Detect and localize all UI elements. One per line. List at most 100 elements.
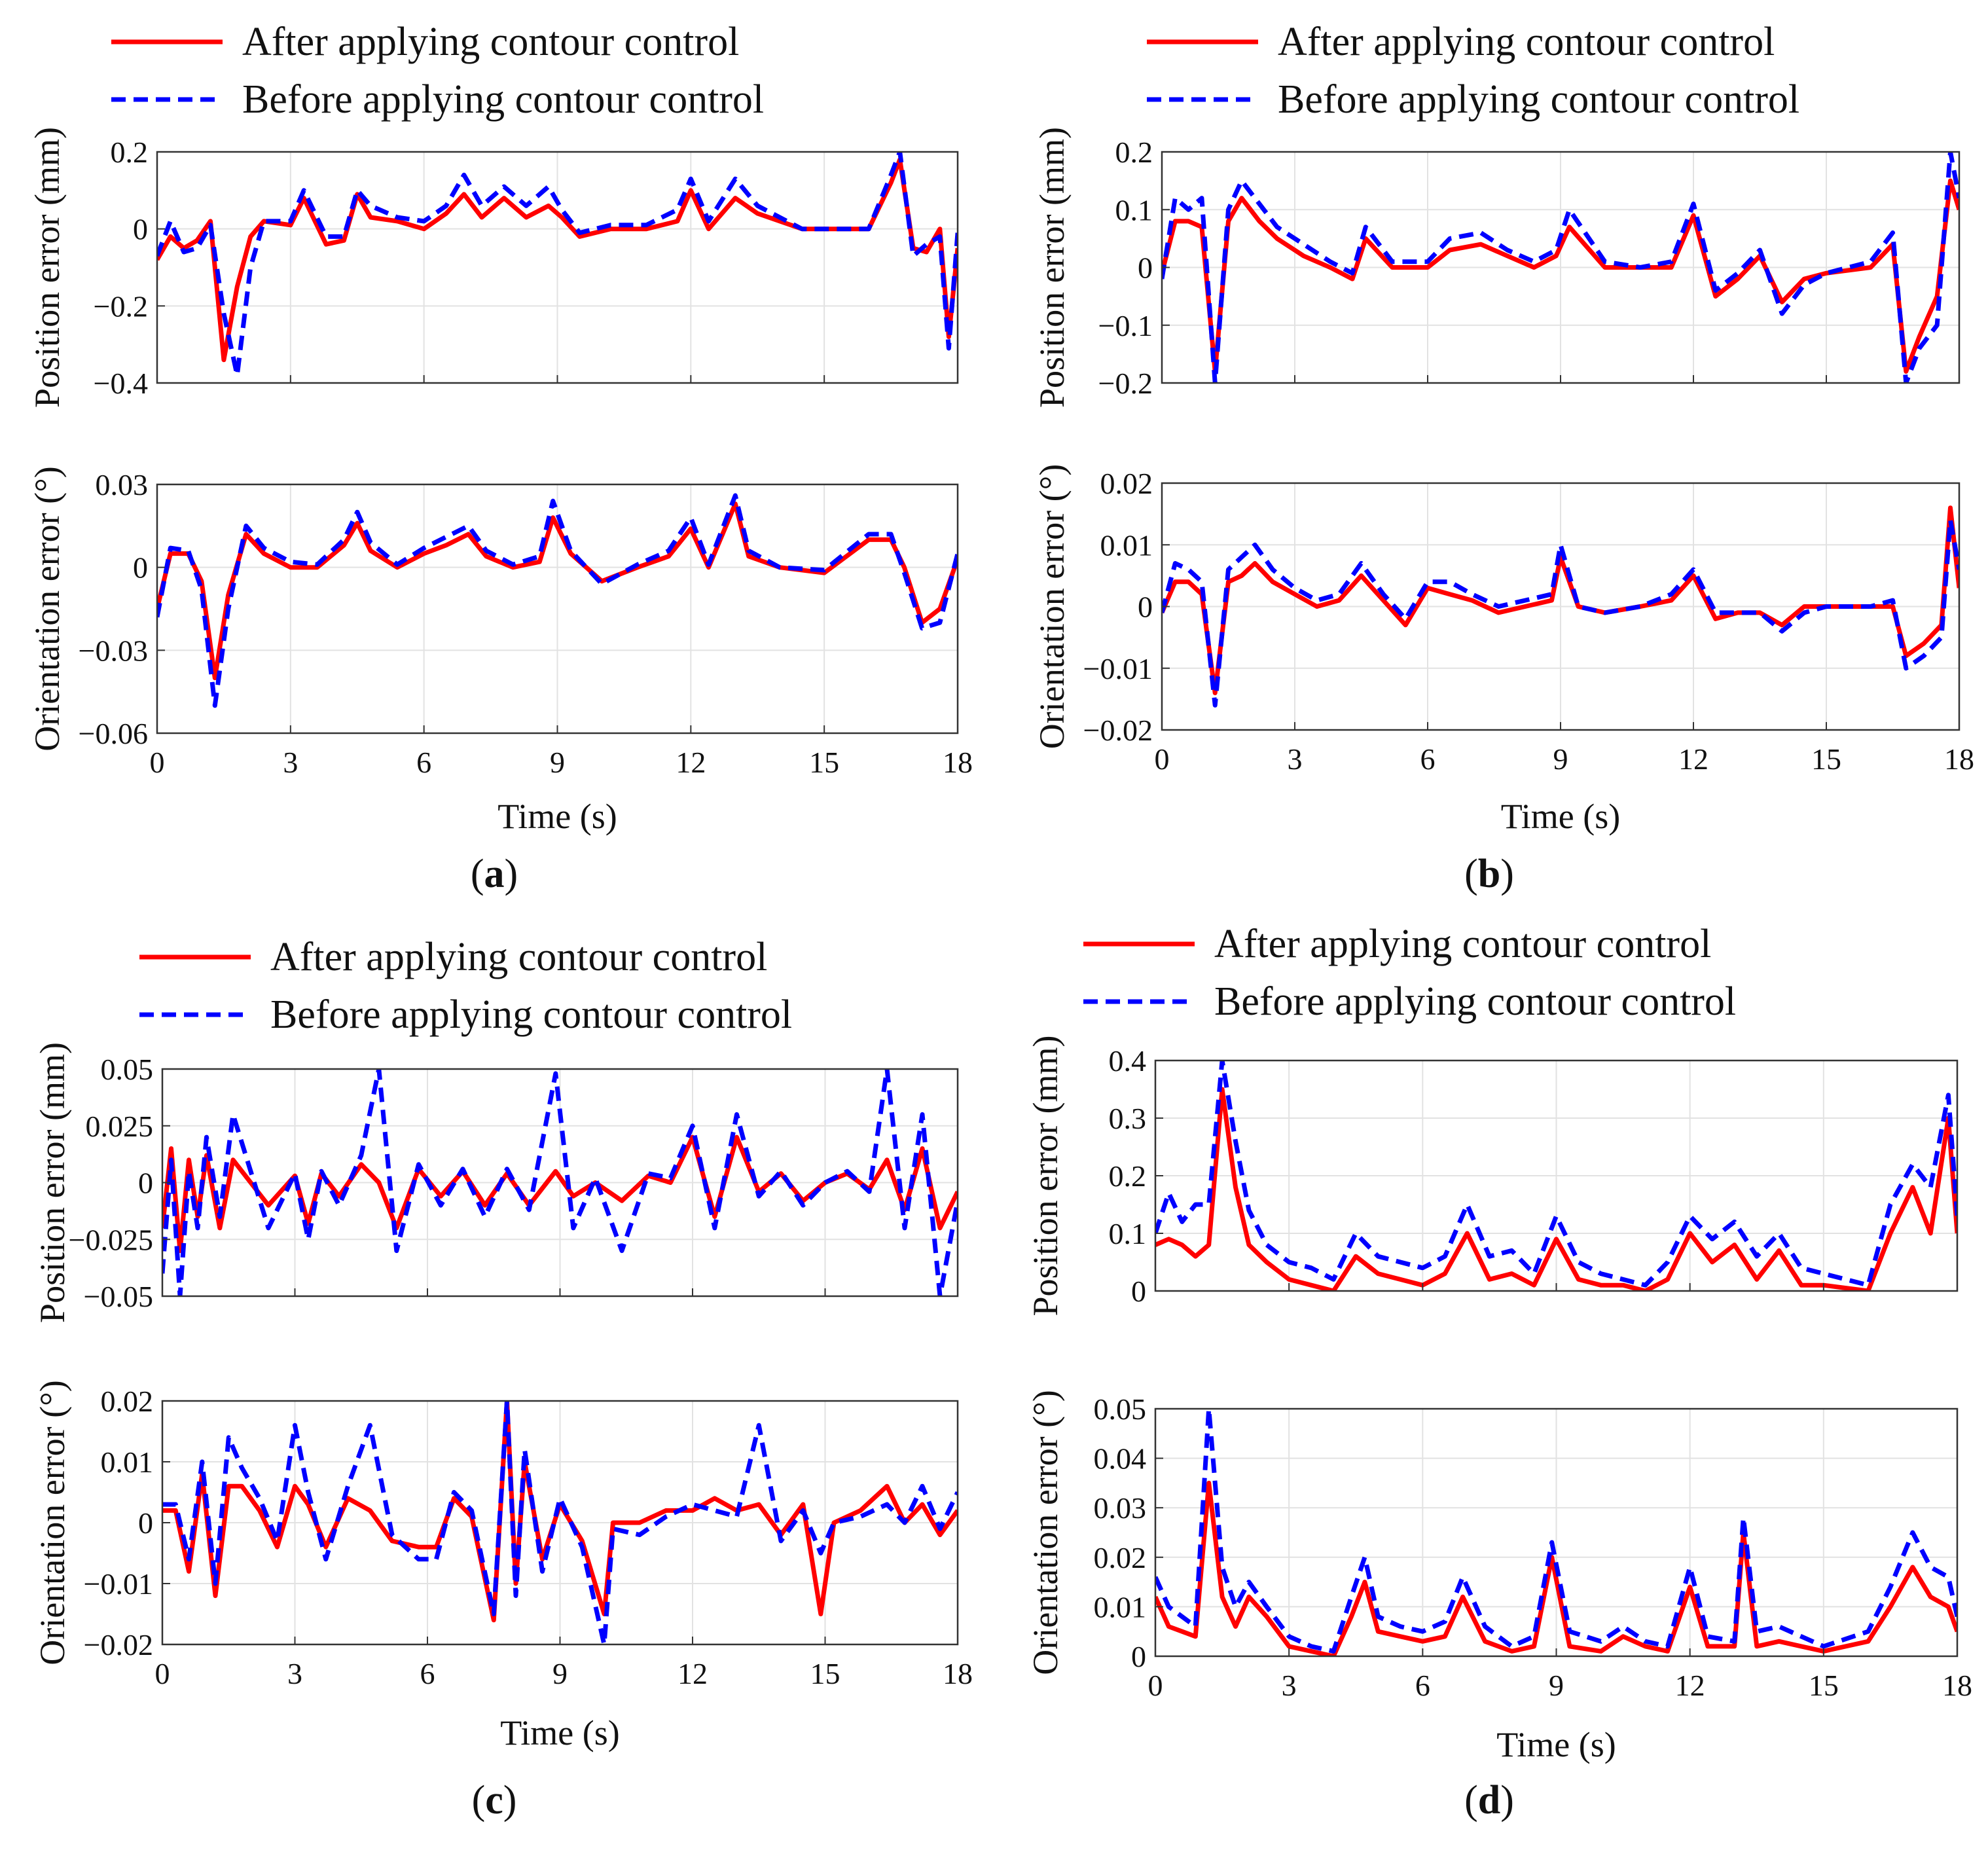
panel-b-legend: After applying contour control Before app… <box>1147 20 1799 122</box>
panel-c-orientation-xtick-label: 18 <box>943 1657 973 1690</box>
panel-a-orientation-xtick-label: 12 <box>676 746 706 779</box>
panel-c-position-ylabel: Position error (mm) <box>33 1042 72 1323</box>
panel-a-orientation-xtick-label: 18 <box>943 746 973 779</box>
panel-d-position-ytick-label: 0 <box>1131 1275 1146 1308</box>
panel-d-orientation-ytick-label: 0.01 <box>1094 1590 1147 1623</box>
panel-d-orientation-xtick-label: 15 <box>1809 1669 1839 1702</box>
panel-d-orientation-series-after-line <box>1155 1480 1957 1656</box>
panel-a-orientation-ytick-label: −0.06 <box>79 717 148 750</box>
panel-a-orientation-xtick-label: 6 <box>416 746 431 779</box>
panel-d-xlabel: Time (s) <box>1496 1725 1616 1764</box>
panel-b-orientation-xtick-label: 12 <box>1678 742 1708 776</box>
panel-c-orientation-xtick-label: 0 <box>155 1657 170 1690</box>
panel-d-orientation-ytick-label: 0.05 <box>1094 1392 1147 1426</box>
panel-b-orientation-xtick-label: 3 <box>1288 742 1303 776</box>
panel-b-position-ytick-label: 0 <box>1138 251 1153 285</box>
panel-d-orientation-xtick-label: 12 <box>1675 1669 1705 1702</box>
panel-c-orientation-ytick-label: 0.02 <box>101 1385 154 1418</box>
panel-a-position-ylabel: Position error (mm) <box>27 127 67 408</box>
panel-c-orientation-ytick-label: 0 <box>138 1506 153 1540</box>
panel-c-orientation-ytick-label: −0.02 <box>84 1628 153 1661</box>
panel-a-position-ytick-label: −0.2 <box>94 289 148 323</box>
panel-b-caption: (b) <box>1464 852 1514 896</box>
panel-c: After applying contour control Before app… <box>33 935 973 1823</box>
panel-b-position-series-before-line <box>1162 152 1959 383</box>
panel-b-position-ytick-label: −0.1 <box>1098 309 1153 342</box>
panel-d-orientation-axes: 0.05 0.04 0.03 0.02 0.01 00 3 6 9 12 15 18 Orientati… <box>1026 1390 1972 1702</box>
panel-b-orientation-series-before-line <box>1162 518 1959 708</box>
panel-c-orientation-ytick-label: −0.01 <box>84 1567 153 1601</box>
panel-c-xlabel: Time (s) <box>500 1713 620 1752</box>
panel-a-legend-label-before: Before applying contour control <box>242 77 764 122</box>
panel-a-orientation-ytick-label: 0 <box>133 551 148 585</box>
panel-d-position-series-before-line <box>1155 1061 1957 1288</box>
panel-c-caption: (c) <box>472 1778 517 1823</box>
panel-d-orientation-ytick-label: 0 <box>1131 1640 1146 1673</box>
panel-c-orientation-xtick-label: 9 <box>552 1657 568 1690</box>
panel-d-orientation-ylabel: Orientation error (°) <box>1026 1390 1065 1675</box>
panel-b-orientation-ylabel: Orientation error (°) <box>1032 464 1072 749</box>
panel-b-position-ytick-label: −0.2 <box>1098 367 1153 400</box>
panel-b-position-ylabel: Position error (mm) <box>1032 127 1072 408</box>
panel-d-legend-label-after: After applying contour control <box>1214 922 1711 966</box>
panel-a-orientation-xtick-label: 3 <box>283 746 298 779</box>
panel-b-orientation-xtick-label: 0 <box>1155 742 1170 776</box>
panel-c-position-ytick-label: 0.025 <box>86 1110 154 1143</box>
panel-d-orientation-xtick-label: 9 <box>1549 1669 1564 1702</box>
panel-c-orientation-xtick-label: 3 <box>287 1657 302 1690</box>
panel-a-position-series-after-line <box>157 157 958 363</box>
panel-a-position-ytick-label: 0.2 <box>111 136 149 169</box>
panel-b-orientation-xtick-label: 9 <box>1553 742 1568 776</box>
panel-d-position-ytick-label: 0.2 <box>1109 1159 1147 1193</box>
panel-a-orientation-xtick-label: 0 <box>150 746 165 779</box>
panel-c-legend-label-after: After applying contour control <box>270 935 767 979</box>
panel-a-orientation-xtick-label: 15 <box>809 746 839 779</box>
panel-a-orientation-series-after-line <box>157 501 958 681</box>
panel-a-orientation-ytick-label: −0.03 <box>79 634 148 667</box>
panel-b-caption-letter: b <box>1478 852 1500 896</box>
panel-a-caption: (a) <box>471 852 518 896</box>
panel-c-caption-letter: c <box>485 1778 503 1823</box>
panel-a-orientation-series-before-line <box>157 493 958 708</box>
panel-d-caption-letter: d <box>1478 1778 1500 1823</box>
panel-d-legend-label-before: Before applying contour control <box>1214 979 1736 1024</box>
panel-c-position-axes: 0.05 0.025 0 −0.025 −0.05 Position error (mm) <box>33 1042 959 1323</box>
panel-d-position-ytick-label: 0.1 <box>1109 1217 1147 1250</box>
panel-c-orientation-series <box>162 1401 958 1644</box>
panel-b-orientation-ytick-label: 0.01 <box>1100 528 1153 562</box>
panel-a-position-axes: 0.2 0 −0.2 −0.4 Position error (mm) <box>27 127 959 408</box>
panel-b-position-series-after-line <box>1162 178 1959 374</box>
panel-b-orientation-ytick-label: −0.01 <box>1083 652 1153 685</box>
panel-b-orientation-axes: 0.020.010−0.01−0.020 3 6 9 12 15 18Orientation… <box>1032 464 1974 776</box>
panel-a-xlabel: Time (s) <box>497 797 617 836</box>
panel-d-position-ytick-label: 0.3 <box>1109 1102 1147 1135</box>
panel-c-orientation-axes: 0.020.010−0.01−0.020 3 6 9 12 15 18Orientation… <box>33 1380 973 1690</box>
panel-d: After applying contour control Before app… <box>1026 922 1972 1823</box>
panel-b-position-series <box>1162 152 1959 383</box>
panel-a: After applying contour control Before app… <box>27 20 973 896</box>
panel-a-position-ytick-label: 0 <box>133 213 148 246</box>
panel-c-position-ytick-label: 0.05 <box>101 1053 154 1086</box>
panel-b-orientation-ytick-label: 0.02 <box>1100 467 1153 500</box>
panel-d-orientation-ytick-label: 0.03 <box>1094 1491 1147 1525</box>
panel-a-orientation-ylabel: Orientation error (°) <box>27 466 67 751</box>
panel-d-orientation-xtick-label: 0 <box>1148 1669 1163 1702</box>
panel-b-orientation-ytick-label: 0 <box>1138 590 1153 624</box>
panel-d-orientation-series-before-line <box>1155 1409 1957 1654</box>
panel-d-position-axes: 0.4 0.3 0.2 0.1 0 Position error (mm) <box>1026 1036 1959 1316</box>
panel-a-position-ytick-label: −0.4 <box>94 367 148 400</box>
panel-b-orientation-series <box>1162 505 1959 708</box>
panel-b-orientation-xtick-label: 6 <box>1420 742 1436 776</box>
panel-d-caption: (d) <box>1464 1778 1514 1823</box>
panel-b-xlabel: Time (s) <box>1501 797 1621 836</box>
panel-c-position-series-before-line <box>162 1069 958 1296</box>
panel-c-orientation-ylabel: Orientation error (°) <box>33 1380 72 1665</box>
panel-d-orientation-xtick-label: 3 <box>1282 1669 1297 1702</box>
panel-c-orientation-series-after-line <box>162 1401 958 1623</box>
panel-b-position-axes: 0.2 0.1 0 −0.1 −0.2 Position error (mm) <box>1032 127 1961 408</box>
panel-a-legend-label-after: After applying contour control <box>242 20 739 64</box>
panel-c-orientation-series-before-line <box>162 1401 958 1644</box>
panel-c-position-ytick-label: −0.025 <box>69 1223 153 1256</box>
panel-d-position-ylabel: Position error (mm) <box>1026 1036 1065 1316</box>
